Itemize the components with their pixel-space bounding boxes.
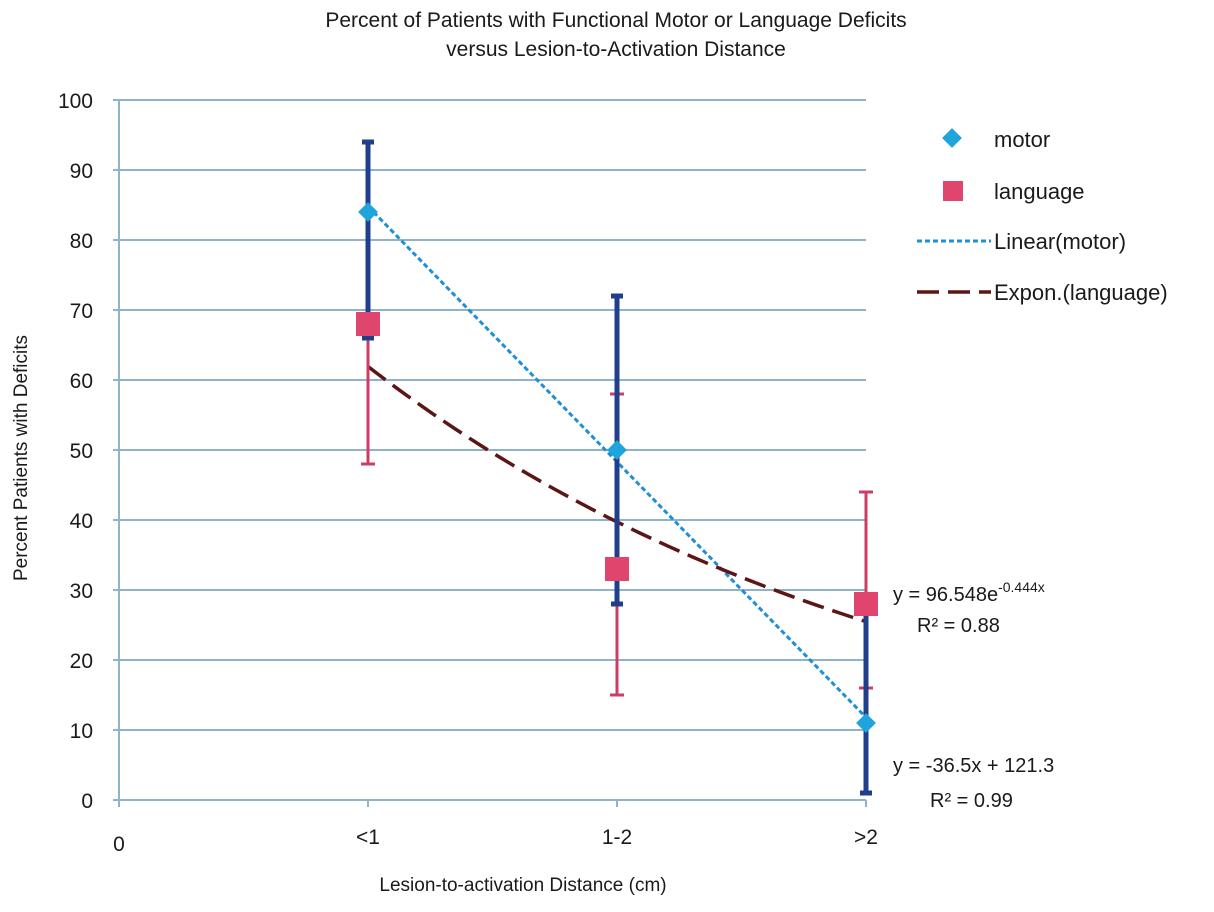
- axes: [113, 99, 867, 807]
- y-tick-label-80: 80: [70, 230, 93, 253]
- motor-point-1: [607, 440, 627, 460]
- legend-linear-motor-label: Linear(motor): [994, 229, 1126, 254]
- legend-language-label: language: [994, 179, 1085, 204]
- legend-motor-marker: [942, 128, 962, 148]
- x-axis-label: Lesion-to-activation Distance (cm): [379, 875, 666, 896]
- y-tick-label-0: 0: [81, 790, 93, 813]
- chart-title-line-2: versus Lesion-to-Activation Distance: [446, 38, 786, 61]
- y-tick-label-10: 10: [70, 720, 93, 743]
- legend-expon-language-label: Expon.(language): [994, 280, 1168, 305]
- gridlines: [119, 99, 866, 731]
- y-tick-label-60: 60: [70, 370, 93, 393]
- language-point-2: [854, 592, 878, 616]
- x-tick-label-0: 0: [113, 833, 125, 856]
- trendline-equations: y = 96.548e-0.444x R² = 0.88 y = -36.5x …: [893, 579, 1054, 812]
- chart-title-line-1: Percent of Patients with Functional Moto…: [325, 9, 906, 32]
- motor-point-0: [358, 202, 378, 222]
- linear-r-squared: R² = 0.99: [930, 790, 1013, 812]
- y-tick-label-20: 20: [70, 650, 93, 673]
- language-point-1: [605, 557, 629, 581]
- expon-equation: y = 96.548e-0.444x: [893, 579, 1045, 606]
- legend-language-marker: [943, 181, 963, 201]
- chart-title: Percent of Patients with Functional Moto…: [325, 9, 906, 61]
- y-axis-label: Percent Patients with Deficits: [11, 335, 32, 581]
- legend: motor language Linear(motor) Expon.(lang…: [917, 127, 1168, 305]
- data-points: [356, 202, 878, 733]
- linear-equation: y = -36.5x + 121.3: [893, 755, 1054, 777]
- y-tick-label-100: 100: [58, 90, 93, 113]
- y-tick-label-70: 70: [70, 300, 93, 323]
- x-tick-label-2: 1-2: [602, 826, 632, 849]
- x-tick-label-1: <1: [356, 826, 380, 849]
- y-tick-label-30: 30: [70, 580, 93, 603]
- expon-equation-exponent: -0.444x: [998, 579, 1045, 595]
- expon-r-squared: R² = 0.88: [917, 615, 1000, 637]
- x-tick-label-3: >2: [854, 826, 878, 849]
- legend-motor-label: motor: [994, 127, 1050, 152]
- expon-equation-base: y = 96.548e: [893, 584, 998, 606]
- y-tick-label-40: 40: [70, 510, 93, 533]
- y-tick-label-50: 50: [70, 440, 93, 463]
- language-point-0: [356, 312, 380, 336]
- tick-labels: 0 10 20 30 40 50 60 70 80 90 100 0 <1 1-2 >2: [58, 90, 878, 856]
- y-tick-label-90: 90: [70, 160, 93, 183]
- motor-point-2: [856, 713, 876, 733]
